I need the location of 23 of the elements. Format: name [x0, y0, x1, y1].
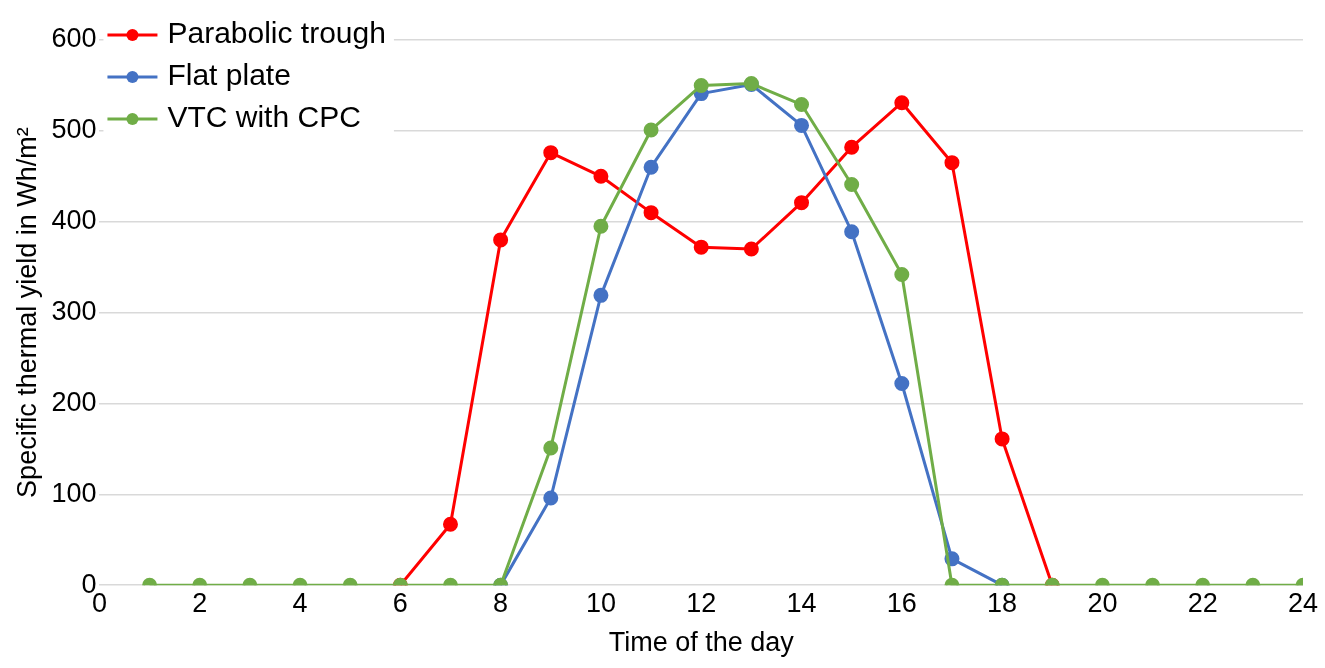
y-tick-label: 400 [51, 205, 97, 236]
x-tick-label: 12 [686, 587, 717, 618]
y-tick-label: 300 [51, 296, 97, 327]
x-tick-label: 4 [292, 587, 308, 618]
x-tick-label: 24 [1287, 587, 1319, 618]
x-tick-label: 8 [493, 587, 509, 618]
x-tick-label: 18 [987, 587, 1018, 618]
y-tick-label: 200 [51, 386, 97, 417]
x-tick-label: 22 [1187, 587, 1218, 618]
x-tick-label: 14 [786, 587, 817, 618]
legend-label: Parabolic trough [167, 16, 386, 50]
y-tick-label: 100 [51, 477, 97, 508]
y-tick-label: 600 [51, 23, 97, 54]
x-tick-label: 6 [392, 587, 408, 618]
x-tick-label: 10 [585, 587, 616, 618]
legend-label: Flat plate [167, 58, 291, 92]
y-tick-label: 500 [51, 114, 97, 145]
x-tick-label: 16 [886, 587, 917, 618]
x-axis-title: Time of the day [608, 627, 795, 658]
x-tick-label: 20 [1087, 587, 1118, 618]
y-axis-title: Specific thermal yield in Wh/m² [11, 127, 42, 498]
x-tick-label: 2 [192, 587, 208, 618]
legend-label: VTC with CPC [167, 100, 361, 134]
